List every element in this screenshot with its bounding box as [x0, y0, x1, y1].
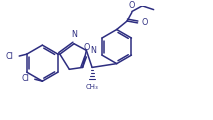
Text: Cl: Cl [6, 52, 13, 61]
Text: N: N [90, 46, 96, 55]
Text: O: O [129, 1, 135, 10]
Text: Cl: Cl [21, 74, 29, 83]
Text: N: N [71, 30, 77, 39]
Text: O: O [83, 43, 90, 52]
Text: CH₃: CH₃ [86, 84, 98, 90]
Text: O: O [141, 18, 148, 27]
